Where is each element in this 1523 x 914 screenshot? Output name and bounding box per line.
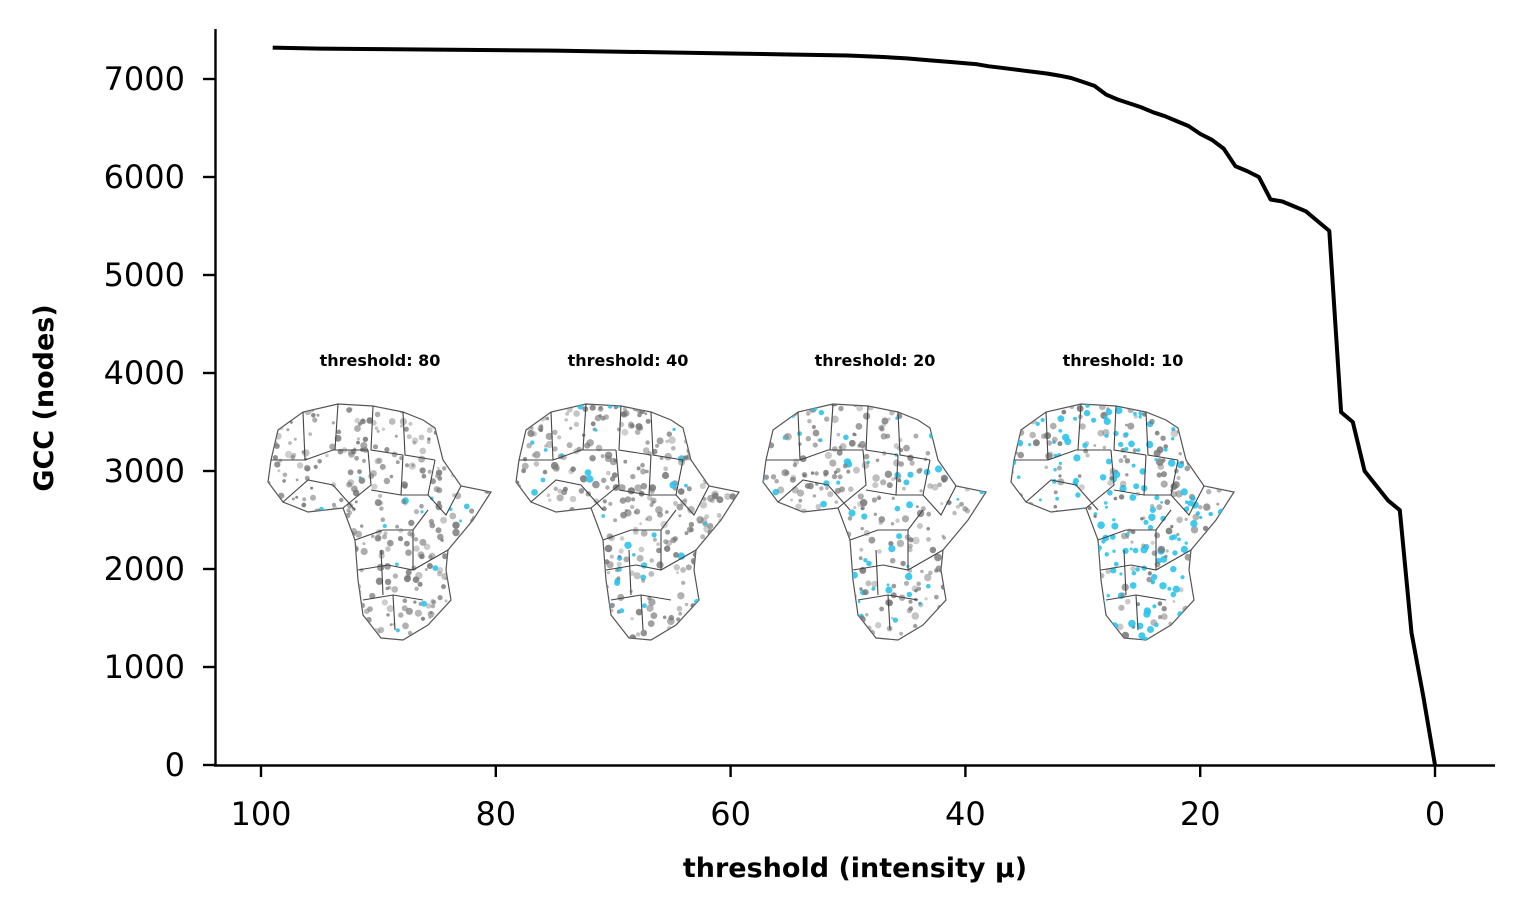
node-dots bbox=[763, 404, 986, 640]
x-axis-title: threshold (intensity μ) bbox=[683, 853, 1027, 884]
node-dots bbox=[268, 404, 491, 640]
y-tick-label: 2000 bbox=[104, 550, 185, 588]
africa-outline bbox=[267, 403, 492, 641]
x-tick-label: 60 bbox=[710, 795, 751, 833]
x-tick-label: 20 bbox=[1180, 795, 1221, 833]
x-tick-label: 80 bbox=[475, 795, 516, 833]
inset-map bbox=[267, 403, 492, 641]
y-tick-label: 6000 bbox=[104, 158, 185, 196]
node-dots bbox=[516, 404, 739, 640]
inset-maps: threshold: 80 threshold: 40 threshold: 20 t… bbox=[267, 351, 1235, 641]
series-line bbox=[272, 45, 1437, 766]
x-tick-label: 0 bbox=[1425, 795, 1445, 833]
x-tick-label: 40 bbox=[945, 795, 986, 833]
y-tick-label: 7000 bbox=[104, 60, 185, 98]
y-tick-label: 4000 bbox=[104, 354, 185, 392]
y-axis-ticks: 0 1000 2000 3000 4000 5000 6000 7000 bbox=[104, 60, 215, 784]
inset-title: threshold: 40 bbox=[568, 351, 689, 370]
y-tick-label: 5000 bbox=[104, 256, 185, 294]
inset-map bbox=[762, 403, 987, 641]
inset-title: threshold: 10 bbox=[1063, 351, 1184, 370]
x-axis-ticks: 100 80 60 40 20 0 bbox=[230, 765, 1445, 833]
y-axis-title: GCC (nodes) bbox=[29, 304, 60, 491]
y-tick-label: 0 bbox=[165, 746, 185, 784]
inset-map bbox=[1010, 403, 1235, 641]
africa-outline bbox=[1010, 403, 1235, 641]
inset-title: threshold: 80 bbox=[320, 351, 441, 370]
inset-title: threshold: 20 bbox=[815, 351, 936, 370]
y-tick-label: 3000 bbox=[104, 452, 185, 490]
inset-map bbox=[515, 403, 740, 641]
y-tick-label: 1000 bbox=[104, 648, 185, 686]
node-dots bbox=[1011, 404, 1234, 640]
x-tick-label: 100 bbox=[230, 795, 291, 833]
africa-outline bbox=[762, 403, 987, 641]
